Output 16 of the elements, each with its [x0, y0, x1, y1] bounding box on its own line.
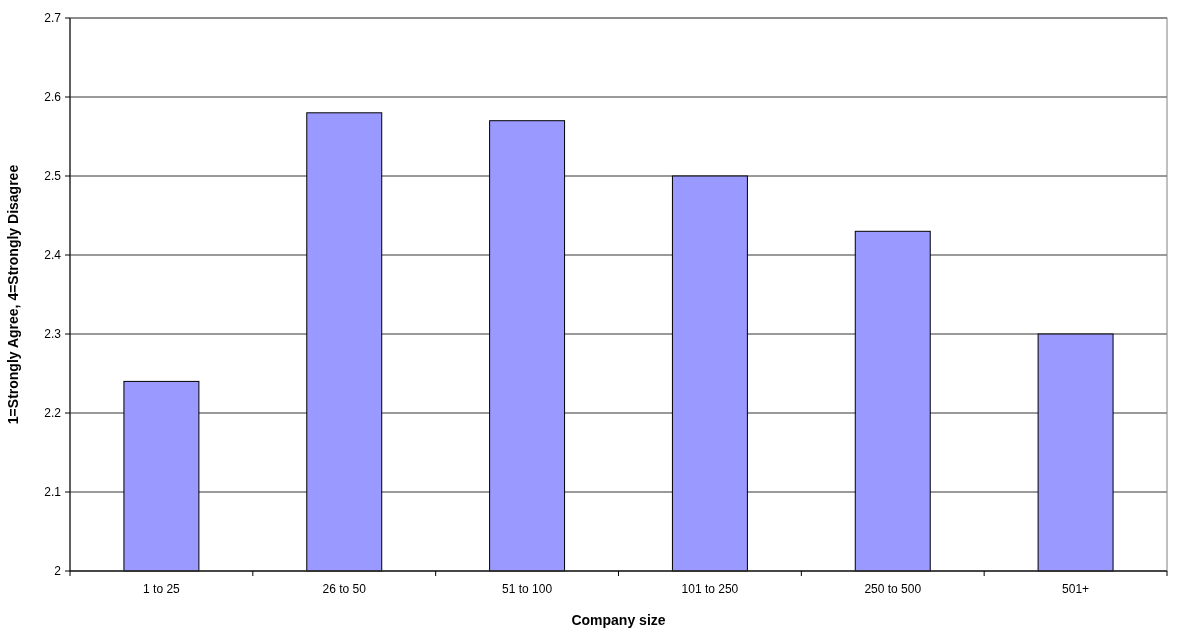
y-tick-label: 2.3 — [44, 327, 62, 342]
y-tick-label: 2.2 — [44, 406, 62, 421]
x-tick-label: 1 to 25 — [143, 582, 181, 596]
y-tick-label: 2.5 — [44, 169, 62, 184]
x-axis-title: Company size — [571, 612, 666, 628]
y-tick-label: 2 — [54, 564, 62, 579]
x-tick-label: 501+ — [1062, 582, 1090, 596]
y-tick-label: 2.7 — [44, 11, 62, 26]
x-tick-label: 250 to 500 — [864, 582, 922, 596]
y-axis-title: 1=Strongly Agree, 4=Strongly Disagree — [5, 164, 21, 425]
x-tick-label: 101 to 250 — [681, 582, 739, 596]
y-tick-label: 2.6 — [44, 90, 62, 105]
x-tick-label: 26 to 50 — [322, 582, 367, 596]
x-tick-label: 51 to 100 — [502, 582, 553, 596]
y-tick-label: 2.1 — [44, 485, 62, 500]
y-tick-label: 2.4 — [44, 248, 62, 263]
